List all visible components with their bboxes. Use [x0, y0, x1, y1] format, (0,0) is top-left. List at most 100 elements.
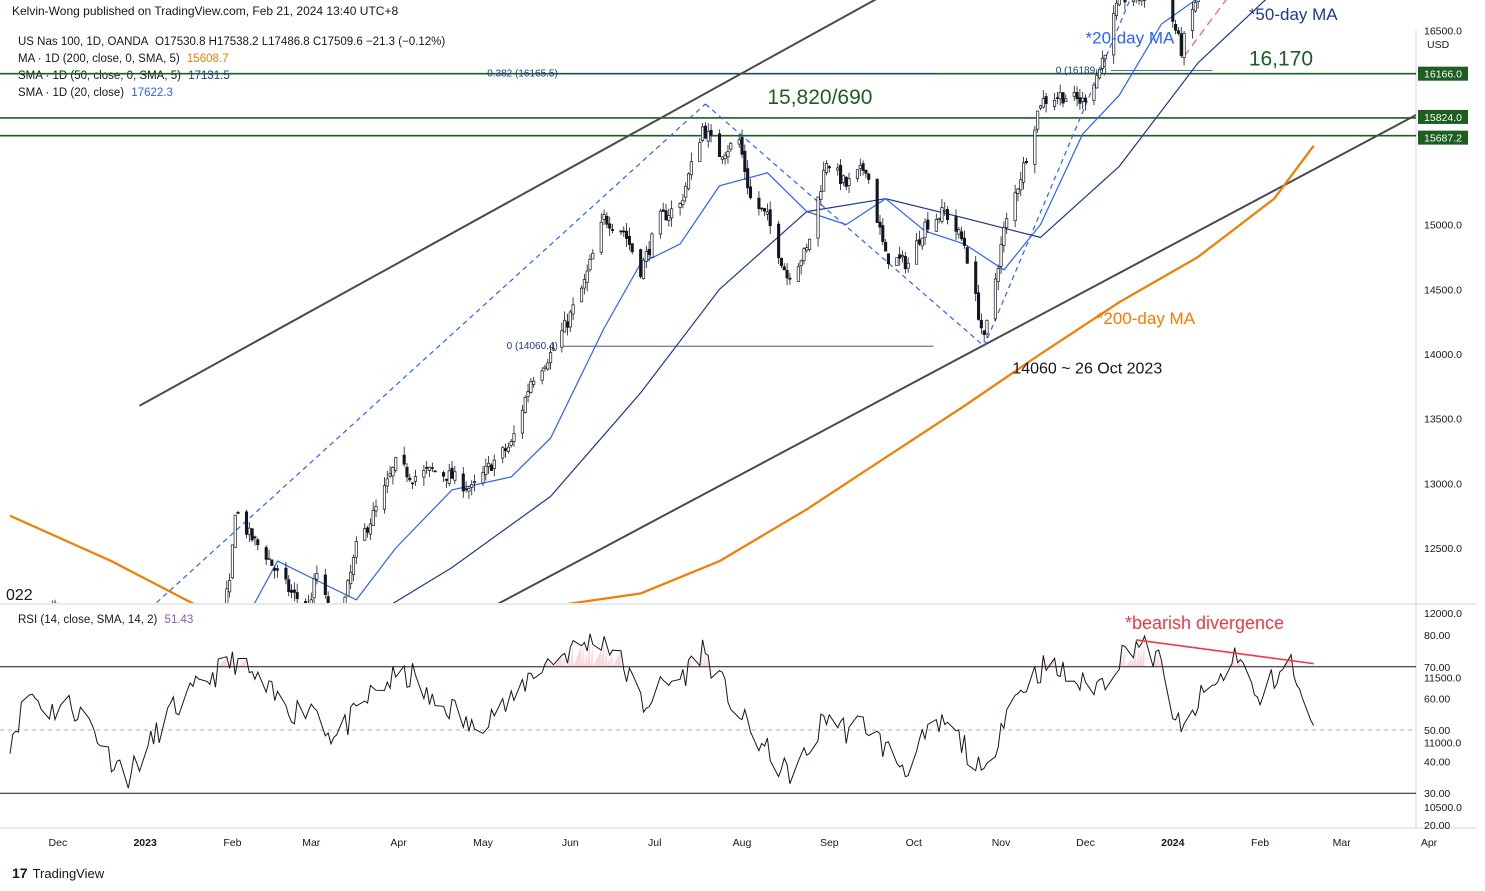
- candle-body: [74, 643, 76, 649]
- candle-body: [116, 726, 118, 739]
- price-tick-label: 12500.0: [1424, 543, 1462, 555]
- candle-body: [664, 210, 668, 221]
- chart-annotation: *50-day MA: [1249, 5, 1338, 24]
- candle-body: [670, 208, 674, 219]
- candle-body: [110, 714, 112, 735]
- time-tick-label: Jun: [562, 837, 579, 849]
- candle-body: [247, 527, 251, 536]
- candle-body: [323, 574, 327, 595]
- dashed-trendline: [1183, 0, 1227, 57]
- candle-body: [275, 568, 280, 571]
- candle-body: [447, 470, 451, 484]
- candle-body: [630, 243, 634, 253]
- candle-body: [481, 472, 485, 484]
- price-badge-label: 15687.2: [1424, 133, 1462, 145]
- candle-body: [1131, 0, 1135, 2]
- candle-body: [605, 215, 609, 225]
- candle-body: [346, 580, 350, 597]
- candle-body: [822, 169, 826, 192]
- rsi-tick-label: 30.00: [1424, 788, 1450, 800]
- candle-body: [520, 409, 524, 434]
- candle-body: [133, 771, 135, 774]
- price-badge: [1418, 109, 1468, 124]
- candle-body: [999, 244, 1003, 267]
- candle-body: [1072, 92, 1076, 97]
- candle-body: [720, 156, 724, 160]
- candle-body: [802, 248, 806, 262]
- candle-body: [602, 214, 606, 220]
- sma50-line: [392, 0, 1267, 603]
- candle-body: [568, 311, 572, 328]
- time-tick-label: Dec: [49, 837, 68, 849]
- candle-body: [906, 262, 910, 269]
- candle-body: [785, 270, 789, 279]
- candle-body: [158, 749, 160, 763]
- candle-body: [1174, 23, 1178, 31]
- candle-body: [526, 391, 530, 397]
- divergence-line: [1136, 639, 1314, 665]
- candle-body: [923, 221, 927, 238]
- time-tick-label: Mar: [302, 837, 321, 849]
- candle-body: [540, 370, 544, 381]
- rsi-legend[interactable]: RSI (14, close, SMA, 14, 2) 51.43: [18, 614, 193, 626]
- candle-body: [473, 481, 477, 483]
- candle-body: [315, 573, 319, 580]
- candle-body: [610, 229, 615, 231]
- chart-annotation: *20-day MA: [1086, 28, 1175, 47]
- candle-body: [1179, 33, 1183, 56]
- time-tick-label: Aug: [733, 837, 752, 849]
- candle-body: [330, 608, 332, 612]
- candle-body: [312, 578, 316, 599]
- candle-body: [858, 164, 862, 169]
- candle-body: [529, 381, 533, 393]
- ma200-label: MA · 1D (200, close, 0, SMA, 5): [18, 53, 180, 65]
- candle-body: [371, 510, 375, 526]
- time-tick-label: 2023: [133, 837, 157, 849]
- candle-body: [819, 191, 823, 200]
- candle-body: [374, 506, 378, 512]
- candle-body: [878, 221, 882, 228]
- candle-body: [836, 167, 840, 171]
- candle-body: [926, 219, 930, 230]
- candle-body: [895, 257, 899, 266]
- candle-body: [76, 640, 78, 648]
- candle-body: [1061, 92, 1065, 104]
- candle-body: [1103, 54, 1107, 60]
- ma200-line: [9, 145, 1315, 603]
- candle-body: [51, 606, 53, 608]
- sma20-legend[interactable]: SMA · 1D (20, close) 17622.3: [18, 87, 173, 99]
- price-badge: [1418, 130, 1468, 145]
- rsi-tick-label: 20.00: [1424, 820, 1450, 832]
- candle-body: [354, 541, 358, 558]
- candle-body: [903, 256, 907, 270]
- candle-body: [962, 237, 967, 246]
- candle-body: [1005, 218, 1009, 228]
- candle-body: [546, 362, 550, 370]
- candle-body: [99, 661, 101, 682]
- candle-body: [34, 632, 36, 637]
- candle-body: [1058, 92, 1062, 100]
- candle-body: [444, 478, 448, 481]
- chart-annotation: 10,676 ~ 6 Jan 2023: [140, 790, 286, 807]
- candle-body: [608, 223, 612, 229]
- candle-body: [993, 278, 997, 320]
- dashed-trendline: [983, 0, 1131, 347]
- candle-body: [214, 621, 216, 624]
- candle-body: [264, 547, 268, 560]
- candle-body: [1123, 0, 1127, 3]
- candle-body: [915, 240, 919, 265]
- candle-body: [309, 599, 313, 603]
- candle-body: [644, 251, 648, 262]
- ma200-legend[interactable]: MA · 1D (200, close, 0, SMA, 5) 15608.7: [18, 53, 228, 65]
- candle-body: [678, 203, 682, 208]
- candles: [34, 0, 1200, 774]
- candle-body: [270, 559, 274, 566]
- candle-body: [681, 199, 685, 205]
- candle-body: [503, 448, 508, 452]
- candle-body: [579, 287, 584, 303]
- symbol-name[interactable]: US Nas 100, 1D, OANDA: [18, 36, 148, 48]
- dashed-trendline: [705, 103, 985, 347]
- rsi-overbought-fill: [215, 633, 1292, 667]
